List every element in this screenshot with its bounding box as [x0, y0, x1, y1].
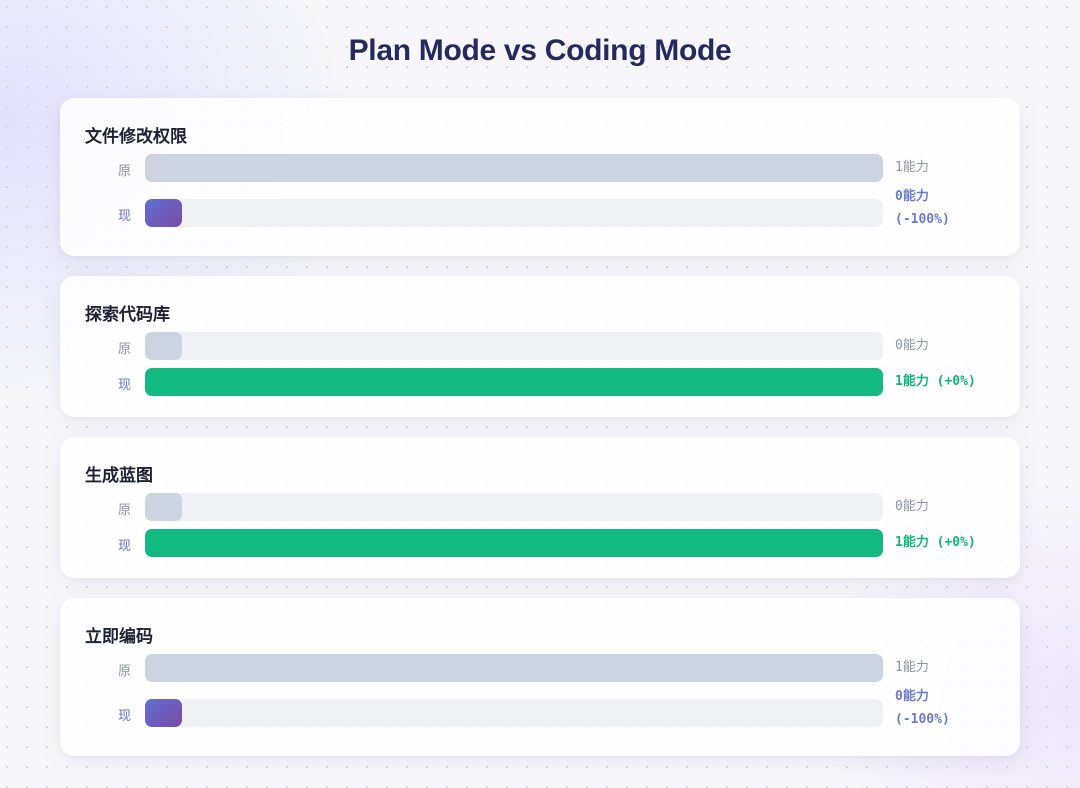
current-bar — [145, 699, 182, 727]
original-bar-track — [145, 154, 883, 182]
current-bar-track — [145, 368, 883, 396]
current-value-label: 1能力 (+0%) — [895, 370, 976, 393]
original-bar — [145, 493, 182, 521]
current-bar — [145, 529, 883, 557]
current-value-label: 1能力 (+0%) — [895, 531, 976, 554]
current-bar-track — [145, 199, 883, 227]
current-series-label: 现 — [118, 708, 132, 723]
category-card: 文件修改权限原 1能力现 0能力 (-100%) — [60, 98, 1020, 256]
original-series-label: 原 — [118, 663, 132, 678]
current-bar — [145, 199, 182, 227]
current-change: (-100%) — [895, 212, 950, 227]
category-card: 立即编码原 1能力现 0能力 (-100%) — [60, 598, 1020, 756]
original-bar-track — [145, 332, 883, 360]
original-series-label: 原 — [118, 163, 132, 178]
category-title: 生成蓝图 — [85, 466, 153, 485]
category-card: 探索代码库原 0能力现 1能力 (+0%) — [60, 276, 1020, 417]
current-value: 0能力 — [895, 189, 929, 204]
current-bar-track — [145, 529, 883, 557]
original-value-label: 1能力 — [895, 660, 929, 675]
current-series-label: 现 — [118, 377, 132, 392]
spacer — [929, 535, 937, 550]
current-change: (+0%) — [936, 374, 976, 389]
current-series-label: 现 — [118, 538, 132, 553]
category-title: 探索代码库 — [85, 305, 170, 324]
current-value: 1能力 — [895, 374, 929, 389]
original-bar-track — [145, 654, 883, 682]
current-series-label: 现 — [118, 208, 132, 223]
current-value-label: 0能力 (-100%) — [895, 185, 950, 231]
original-bar — [145, 654, 883, 682]
current-value-label: 0能力 (-100%) — [895, 685, 950, 731]
original-value-label: 0能力 — [895, 338, 929, 353]
original-value-label: 0能力 — [895, 499, 929, 514]
original-bar — [145, 332, 182, 360]
current-value: 1能力 — [895, 535, 929, 550]
current-bar — [145, 368, 883, 396]
current-bar-track — [145, 699, 883, 727]
original-series-label: 原 — [118, 341, 132, 356]
current-change: (-100%) — [895, 712, 950, 727]
original-series-label: 原 — [118, 502, 132, 517]
current-change: (+0%) — [936, 535, 976, 550]
category-title: 文件修改权限 — [85, 127, 187, 146]
spacer — [929, 374, 937, 389]
category-card: 生成蓝图原 0能力现 1能力 (+0%) — [60, 437, 1020, 578]
category-title: 立即编码 — [85, 627, 153, 646]
chart-title: Plan Mode vs Coding Mode — [348, 34, 732, 67]
original-bar — [145, 154, 883, 182]
current-value: 0能力 — [895, 689, 929, 704]
original-bar-track — [145, 493, 883, 521]
original-value-label: 1能力 — [895, 160, 929, 175]
